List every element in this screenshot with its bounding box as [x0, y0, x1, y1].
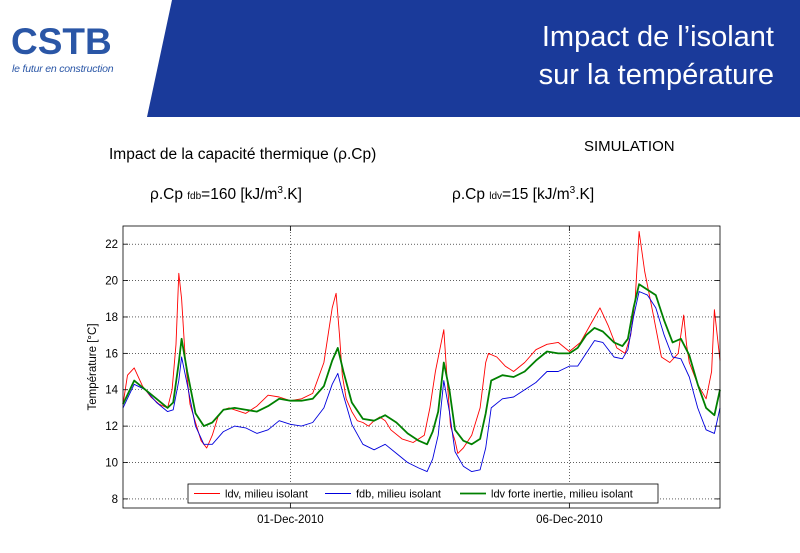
y-tick-label: 22: [105, 239, 118, 251]
ldv-subscript: ldv: [489, 191, 503, 203]
y-tick-label: 14: [105, 385, 118, 397]
fdb-mid: =160 [kJ/m: [201, 186, 278, 204]
plot-frame: [122, 225, 721, 509]
chart-heading: Impact de la capacité thermique (ρ.Cp): [109, 146, 377, 163]
fdb-prefix: ρ.Cp: [150, 186, 188, 204]
ldv-capacity-label: ρ.Cp ldv=15 [kJ/m3.K]: [452, 185, 594, 204]
y-axis-label: Température [°C]: [87, 323, 99, 410]
ldv-prefix: ρ.Cp: [452, 186, 490, 204]
series-line: [122, 283, 721, 446]
title-line-2: sur la température: [538, 59, 774, 91]
x-tick-label: 01-Dec-2010: [257, 514, 323, 526]
fdb-suffix: .K]: [282, 186, 302, 204]
ldv-superscript: 3: [569, 185, 576, 196]
legend-label: fdb, milieu isolant: [356, 489, 441, 501]
legend-label: ldv forte inertie, milieu isolant: [491, 489, 633, 501]
series-line: [122, 291, 721, 473]
y-tick-label: 20: [105, 276, 118, 288]
title-line-1: Impact de l’isolant: [541, 21, 774, 53]
y-tick-label: 8: [112, 494, 118, 506]
header: CSTB le futur en construction Impact de …: [0, 0, 800, 117]
fdb-subscript: fdb: [187, 191, 202, 203]
x-tick-label: 06-Dec-2010: [536, 514, 602, 526]
ldv-suffix: .K]: [575, 186, 595, 204]
plot-area: [123, 226, 720, 508]
y-tick-label: 16: [105, 348, 118, 360]
slide-title: Impact de l’isolant sur la température: [539, 18, 774, 94]
banner-shape: [147, 0, 800, 117]
fdb-capacity-label: ρ.Cp fdb=160 [kJ/m3.K]: [150, 185, 302, 204]
legend-label: ldv, milieu isolant: [225, 489, 308, 501]
y-tick-label: 10: [105, 458, 118, 470]
fdb-superscript: 3: [277, 185, 283, 196]
y-tick-label: 18: [105, 312, 118, 324]
legend-box: [187, 483, 659, 504]
cstb-logo: CSTB: [11, 21, 112, 62]
simulation-label: SIMULATION: [584, 138, 675, 155]
y-tick-label: 12: [105, 421, 118, 433]
logo-tagline: le futur en construction: [12, 63, 114, 75]
ldv-mid: =15 [kJ/m: [502, 186, 570, 204]
title-banner: [147, 0, 800, 117]
